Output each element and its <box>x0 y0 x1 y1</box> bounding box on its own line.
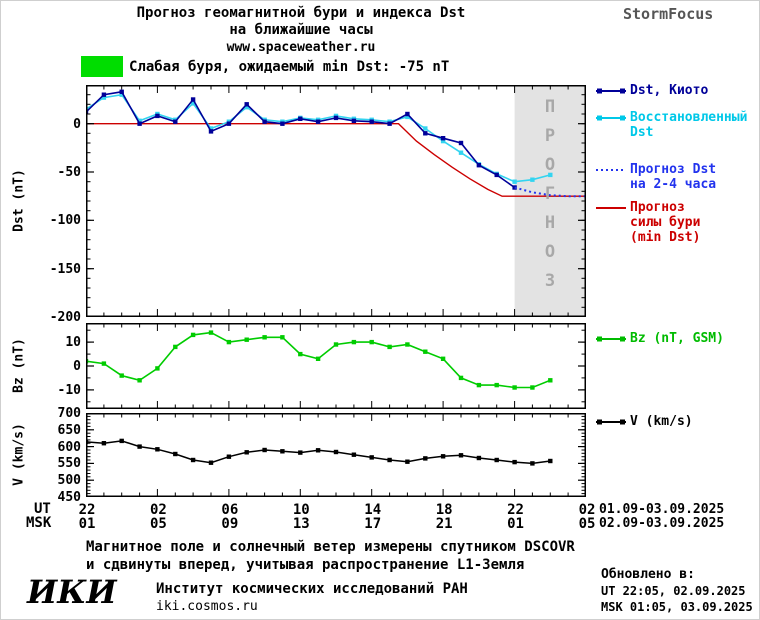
xtick-ut-4: 14 <box>364 502 382 518</box>
ytick-v-550: 550 <box>57 456 81 472</box>
page-title-line2: на ближайшие часы <box>229 22 373 38</box>
legend-label-storm-forecast: Прогноз силы бури (min Dst) <box>630 200 701 245</box>
dst-kyoto-legend-sample <box>596 88 626 94</box>
institute-name: Институт космических исследований РАН <box>156 581 468 597</box>
dst-axis-label: Dst (nT) <box>11 169 27 232</box>
xtick-ut-1: 02 <box>149 502 167 518</box>
legend-item-dst-restored: Восстановленный Dst <box>595 110 747 140</box>
ytick-v-500: 500 <box>57 473 81 489</box>
forecast-region-label: ПРОГНОЗ <box>540 97 560 300</box>
xtick-msk-3: 13 <box>292 516 310 532</box>
ytick-dst--100: -100 <box>49 213 81 229</box>
ytick-bz-10: 10 <box>65 335 81 351</box>
xtick-ut-3: 10 <box>292 502 310 518</box>
ytick-v-700: 700 <box>57 406 81 421</box>
updated-title: Обновлено в: <box>601 567 695 582</box>
xtick-ut-2: 06 <box>221 502 239 518</box>
msk-row-label: MSK <box>26 515 52 531</box>
page-title: Прогноз геомагнитной бури и индекса Dst <box>136 5 466 21</box>
ytick-v-650: 650 <box>57 422 81 438</box>
v-axis-label: V (km/s) <box>11 423 27 486</box>
legend-label-v: V (km/s) <box>630 414 693 429</box>
ytick-dst-0: 0 <box>73 116 81 132</box>
legend-item-v: V (km/s) <box>595 414 693 429</box>
updated-ut-time: UT 22:05, 02.09.2025 <box>601 584 746 598</box>
bz-legend-sample <box>596 336 626 342</box>
legend-label-bz: Bz (nT, GSM) <box>630 331 724 346</box>
dst-restored-legend-sample <box>596 115 626 121</box>
legend-label-dst-restored: Восстановленный Dst <box>630 110 748 140</box>
msk-date-range: 02.09-03.09.2025 <box>599 516 725 531</box>
storm-level-swatch <box>81 56 123 77</box>
ut-row-label: UT <box>34 501 51 517</box>
legend-item-storm-forecast: Прогноз силы бури (min Dst) <box>595 200 700 245</box>
xtick-ut-6: 22 <box>507 502 524 518</box>
v-legend-sample <box>596 419 626 425</box>
xtick-msk-5: 21 <box>435 516 453 532</box>
legend-item-dst-forecast: Прогноз Dst на 2-4 часа <box>595 162 716 192</box>
iki-logo: ИКИ <box>27 573 117 611</box>
xtick-ut-0: 22 <box>78 502 96 518</box>
ytick-bz-0: 0 <box>73 359 81 374</box>
bz-axis-label: Bz (nT) <box>11 338 27 393</box>
brand-label: StormFocus <box>623 5 714 23</box>
v-chart <box>86 413 586 497</box>
xtick-msk-6: 01 <box>507 516 524 532</box>
ytick-bz--10: -10 <box>57 382 81 398</box>
title-block: Прогноз геомагнитной бури и индекса Dst … <box>71 5 531 56</box>
dst-forecast-legend-sample <box>596 169 626 171</box>
legend-item-bz: Bz (nT, GSM) <box>595 331 724 346</box>
ytick-dst--200: -200 <box>49 310 81 325</box>
measurement-note-line2: и сдвинуты вперед, учитывая распростране… <box>86 557 525 573</box>
storm-forecast-legend-sample <box>596 207 626 209</box>
storm-alert-text: Слабая буря, ожидаемый min Dst: -75 nT <box>129 59 450 75</box>
ytick-dst--50: -50 <box>57 165 81 180</box>
xtick-msk-2: 09 <box>221 516 239 532</box>
legend-item-dst-kyoto: Dst, Киото <box>595 83 708 98</box>
xtick-msk-4: 17 <box>364 516 382 532</box>
iki-site-link[interactable]: iki.cosmos.ru <box>156 599 258 614</box>
spaceweather-link[interactable]: www.spaceweather.ru <box>226 40 376 55</box>
bz-chart <box>86 323 586 409</box>
measurement-note-line1: Магнитное поле и солнечный ветер измерен… <box>86 539 575 555</box>
legend-label-dst-kyoto: Dst, Киото <box>630 83 709 98</box>
xtick-ut-5: 18 <box>435 502 453 518</box>
ut-date-range: 01.09-03.09.2025 <box>599 502 725 517</box>
legend-label-dst-forecast: Прогноз Dst на 2-4 часа <box>630 162 717 192</box>
xtick-msk-0: 01 <box>78 516 96 532</box>
xtick-msk-1: 05 <box>149 516 167 532</box>
updated-msk-time: MSK 01:05, 03.09.2025 <box>601 600 753 614</box>
dst-chart <box>86 85 586 317</box>
ytick-v-600: 600 <box>57 439 81 455</box>
ytick-dst--150: -150 <box>49 261 81 277</box>
